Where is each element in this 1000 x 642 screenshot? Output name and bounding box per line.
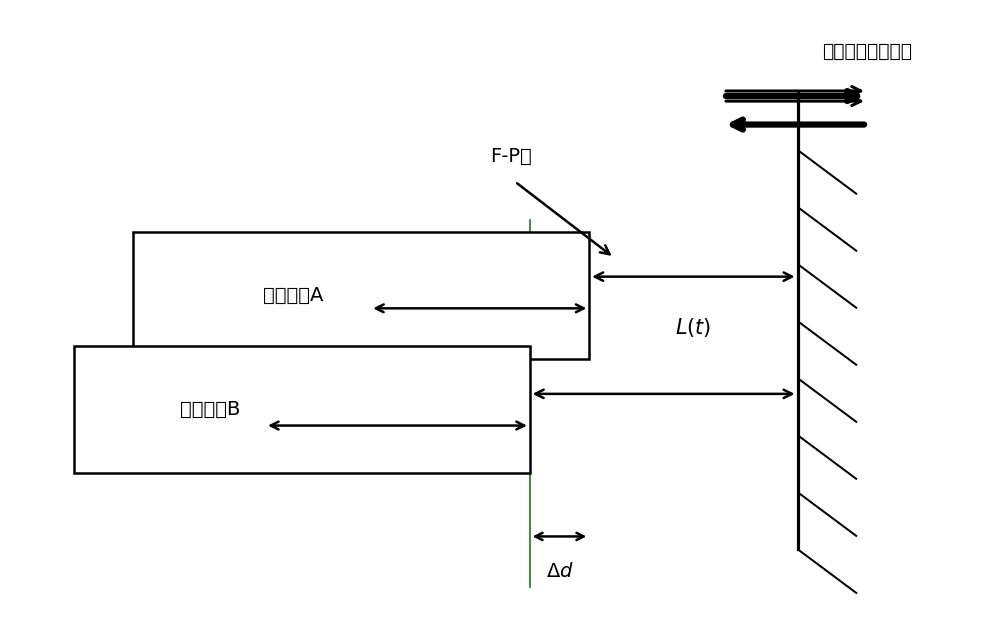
- Bar: [133, 232, 589, 359]
- Text: 单模光纤B: 单模光纤B: [180, 400, 241, 419]
- Text: 单模光纤A: 单模光纤A: [263, 286, 323, 305]
- Text: $\Delta d$: $\Delta d$: [546, 562, 573, 581]
- Text: 被测物体移动方向: 被测物体移动方向: [822, 42, 912, 61]
- Text: F-P腔: F-P腔: [490, 147, 532, 166]
- Text: $L(t)$: $L(t)$: [675, 316, 712, 339]
- Bar: [74, 346, 530, 473]
